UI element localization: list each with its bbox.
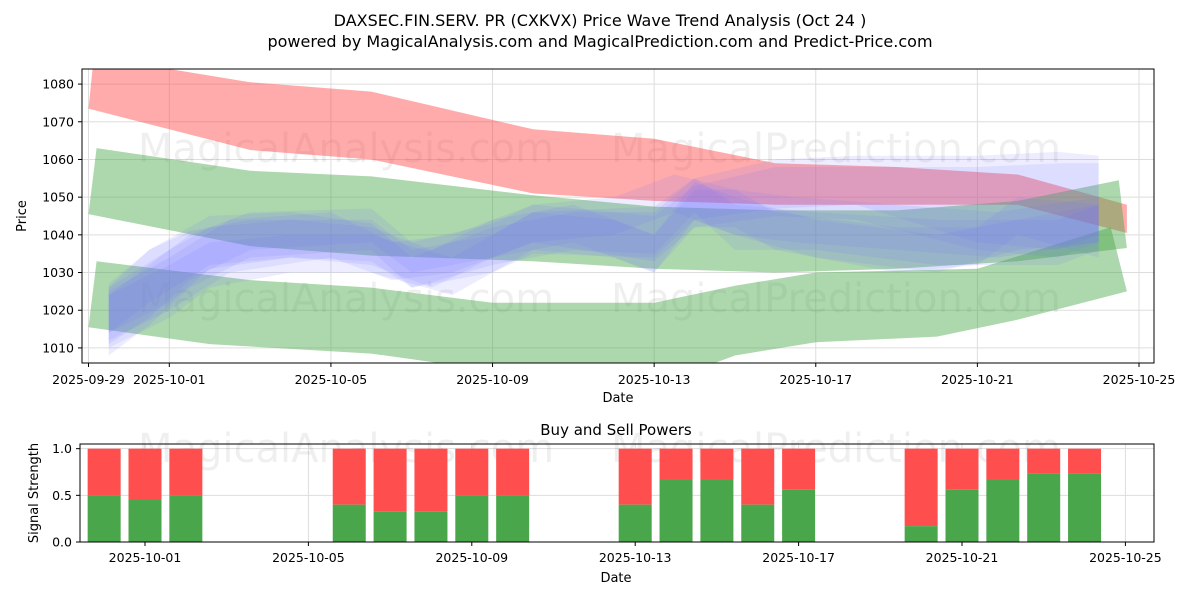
price-y-tick-label: 1010 [42, 340, 74, 355]
wave-band-blue-3 [108, 151, 1099, 356]
buy-bar [618, 504, 652, 542]
signal-x-tick-label: 2025-10-13 [599, 550, 672, 565]
price-axes-frame [81, 68, 1155, 364]
buy-bar [986, 479, 1020, 542]
signal-y-tick-label: 0.5 [52, 488, 72, 503]
price-y-tick-label: 1060 [42, 152, 74, 167]
watermark-prediction-top: MagicalPrediction.com [611, 126, 1061, 172]
signal-x-tick-label: 2025-10-21 [926, 550, 999, 565]
wave-band-blue-5 [108, 189, 1099, 333]
wave-band-red-0 [88, 69, 1127, 233]
price-wave-panel: MagicalAnalysis.com MagicalPrediction.co… [15, 68, 1175, 406]
sell-bar [414, 448, 448, 512]
signal-bars [87, 448, 1102, 542]
price-watermarks: MagicalAnalysis.com MagicalPrediction.co… [138, 126, 1061, 322]
price-y-axis-label: Price [15, 200, 30, 232]
price-y-tick-label: 1070 [42, 114, 74, 129]
price-y-tick-label: 1050 [42, 190, 74, 205]
signal-x-tick-label: 2025-10-05 [272, 550, 345, 565]
wave-band-blue-6 [108, 182, 1099, 348]
sell-bar [169, 448, 203, 496]
buy-bar [945, 489, 979, 542]
signal-x-tick-label: 2025-10-17 [762, 550, 835, 565]
sell-bar [128, 448, 162, 500]
sell-bar [945, 448, 979, 490]
watermark-analysis-top: MagicalAnalysis.com [138, 126, 554, 172]
buy-bar [741, 504, 775, 542]
price-y-tick-label: 1080 [42, 77, 74, 92]
price-x-tick-label: 2025-10-01 [133, 372, 206, 387]
price-x-tick-label: 2025-10-21 [941, 372, 1014, 387]
watermark-analysis-mid: MagicalAnalysis.com [138, 276, 554, 322]
chart-title-line2: powered by MagicalAnalysis.com and Magic… [267, 32, 932, 51]
price-grid [82, 69, 1154, 363]
wave-band-green-2 [88, 227, 1127, 363]
sell-bar [1027, 448, 1061, 474]
signal-panel-title: Buy and Sell Powers [540, 421, 692, 439]
buy-bar [1027, 473, 1061, 542]
signal-x-tick-label: 2025-10-25 [1089, 550, 1162, 565]
price-y-tick-label: 1020 [42, 303, 74, 318]
buy-bar [128, 500, 162, 542]
buy-bar [87, 495, 121, 542]
signal-y-tick-label: 1.0 [52, 441, 72, 456]
price-x-axis-label: Date [602, 391, 633, 406]
price-x-ticks: 2025-09-29 2025-10-01 2025-10-05 2025-10-09… [52, 363, 1175, 387]
buy-bar [169, 495, 203, 542]
price-x-tick-label: 2025-10-09 [456, 372, 529, 387]
price-x-tick-label: 2025-10-05 [295, 372, 368, 387]
price-bands [88, 69, 1127, 363]
buy-bar [414, 511, 448, 542]
sell-bar [373, 448, 407, 512]
sell-bar [782, 448, 816, 490]
signal-y-axis-label: Signal Strength [27, 443, 42, 543]
price-y-ticks: 1010 1020 1030 1040 1050 1060 1070 1080 [42, 77, 82, 355]
buy-bar [782, 489, 816, 542]
wave-band-green-1 [88, 148, 1127, 273]
sell-bar [904, 448, 938, 527]
signal-x-ticks: 2025-10-01 2025-10-05 2025-10-09 2025-10-13… [109, 542, 1162, 565]
signal-x-tick-label: 2025-10-01 [109, 550, 182, 565]
sell-bar [496, 448, 530, 496]
sell-bar [618, 448, 652, 505]
wave-band-blue-7 [108, 178, 1099, 333]
buy-bar [1068, 473, 1102, 542]
buy-bar [659, 479, 693, 542]
buy-bar [496, 495, 530, 542]
price-y-tick-label: 1040 [42, 227, 74, 242]
price-x-tick-label: 2025-10-17 [779, 372, 852, 387]
signal-x-axis-label: Date [600, 571, 631, 586]
sell-bar [986, 448, 1020, 480]
price-x-tick-label: 2025-09-29 [52, 372, 125, 387]
signal-axes-frame [79, 443, 1155, 543]
wave-band-blue-8 [108, 174, 1099, 341]
sell-bar [741, 448, 775, 505]
sell-bar [659, 448, 693, 480]
price-x-tick-label: 2025-10-25 [1103, 372, 1176, 387]
signal-y-ticks: 0.0 0.5 1.0 [52, 441, 80, 550]
sell-bar [700, 448, 734, 480]
signal-panel: Buy and Sell Powers MagicalAnalysis.com … [27, 421, 1162, 586]
price-x-tick-label: 2025-10-13 [618, 372, 691, 387]
buy-bar [373, 511, 407, 542]
buy-bar [904, 526, 938, 542]
wave-band-blue-4 [108, 163, 1099, 345]
signal-x-tick-label: 2025-10-09 [435, 550, 508, 565]
sell-bar [1068, 448, 1102, 474]
price-y-tick-label: 1030 [42, 265, 74, 280]
buy-bar [700, 479, 734, 542]
watermark-prediction-mid: MagicalPrediction.com [611, 276, 1061, 322]
sell-bar [87, 448, 121, 496]
sell-bar [332, 448, 366, 505]
signal-y-tick-label: 0.0 [52, 535, 72, 550]
chart-title-line1: DAXSEC.FIN.SERV. PR (CXKVX) Price Wave T… [334, 11, 867, 30]
buy-bar [455, 495, 489, 542]
sell-bar [455, 448, 489, 496]
buy-bar [332, 504, 366, 542]
